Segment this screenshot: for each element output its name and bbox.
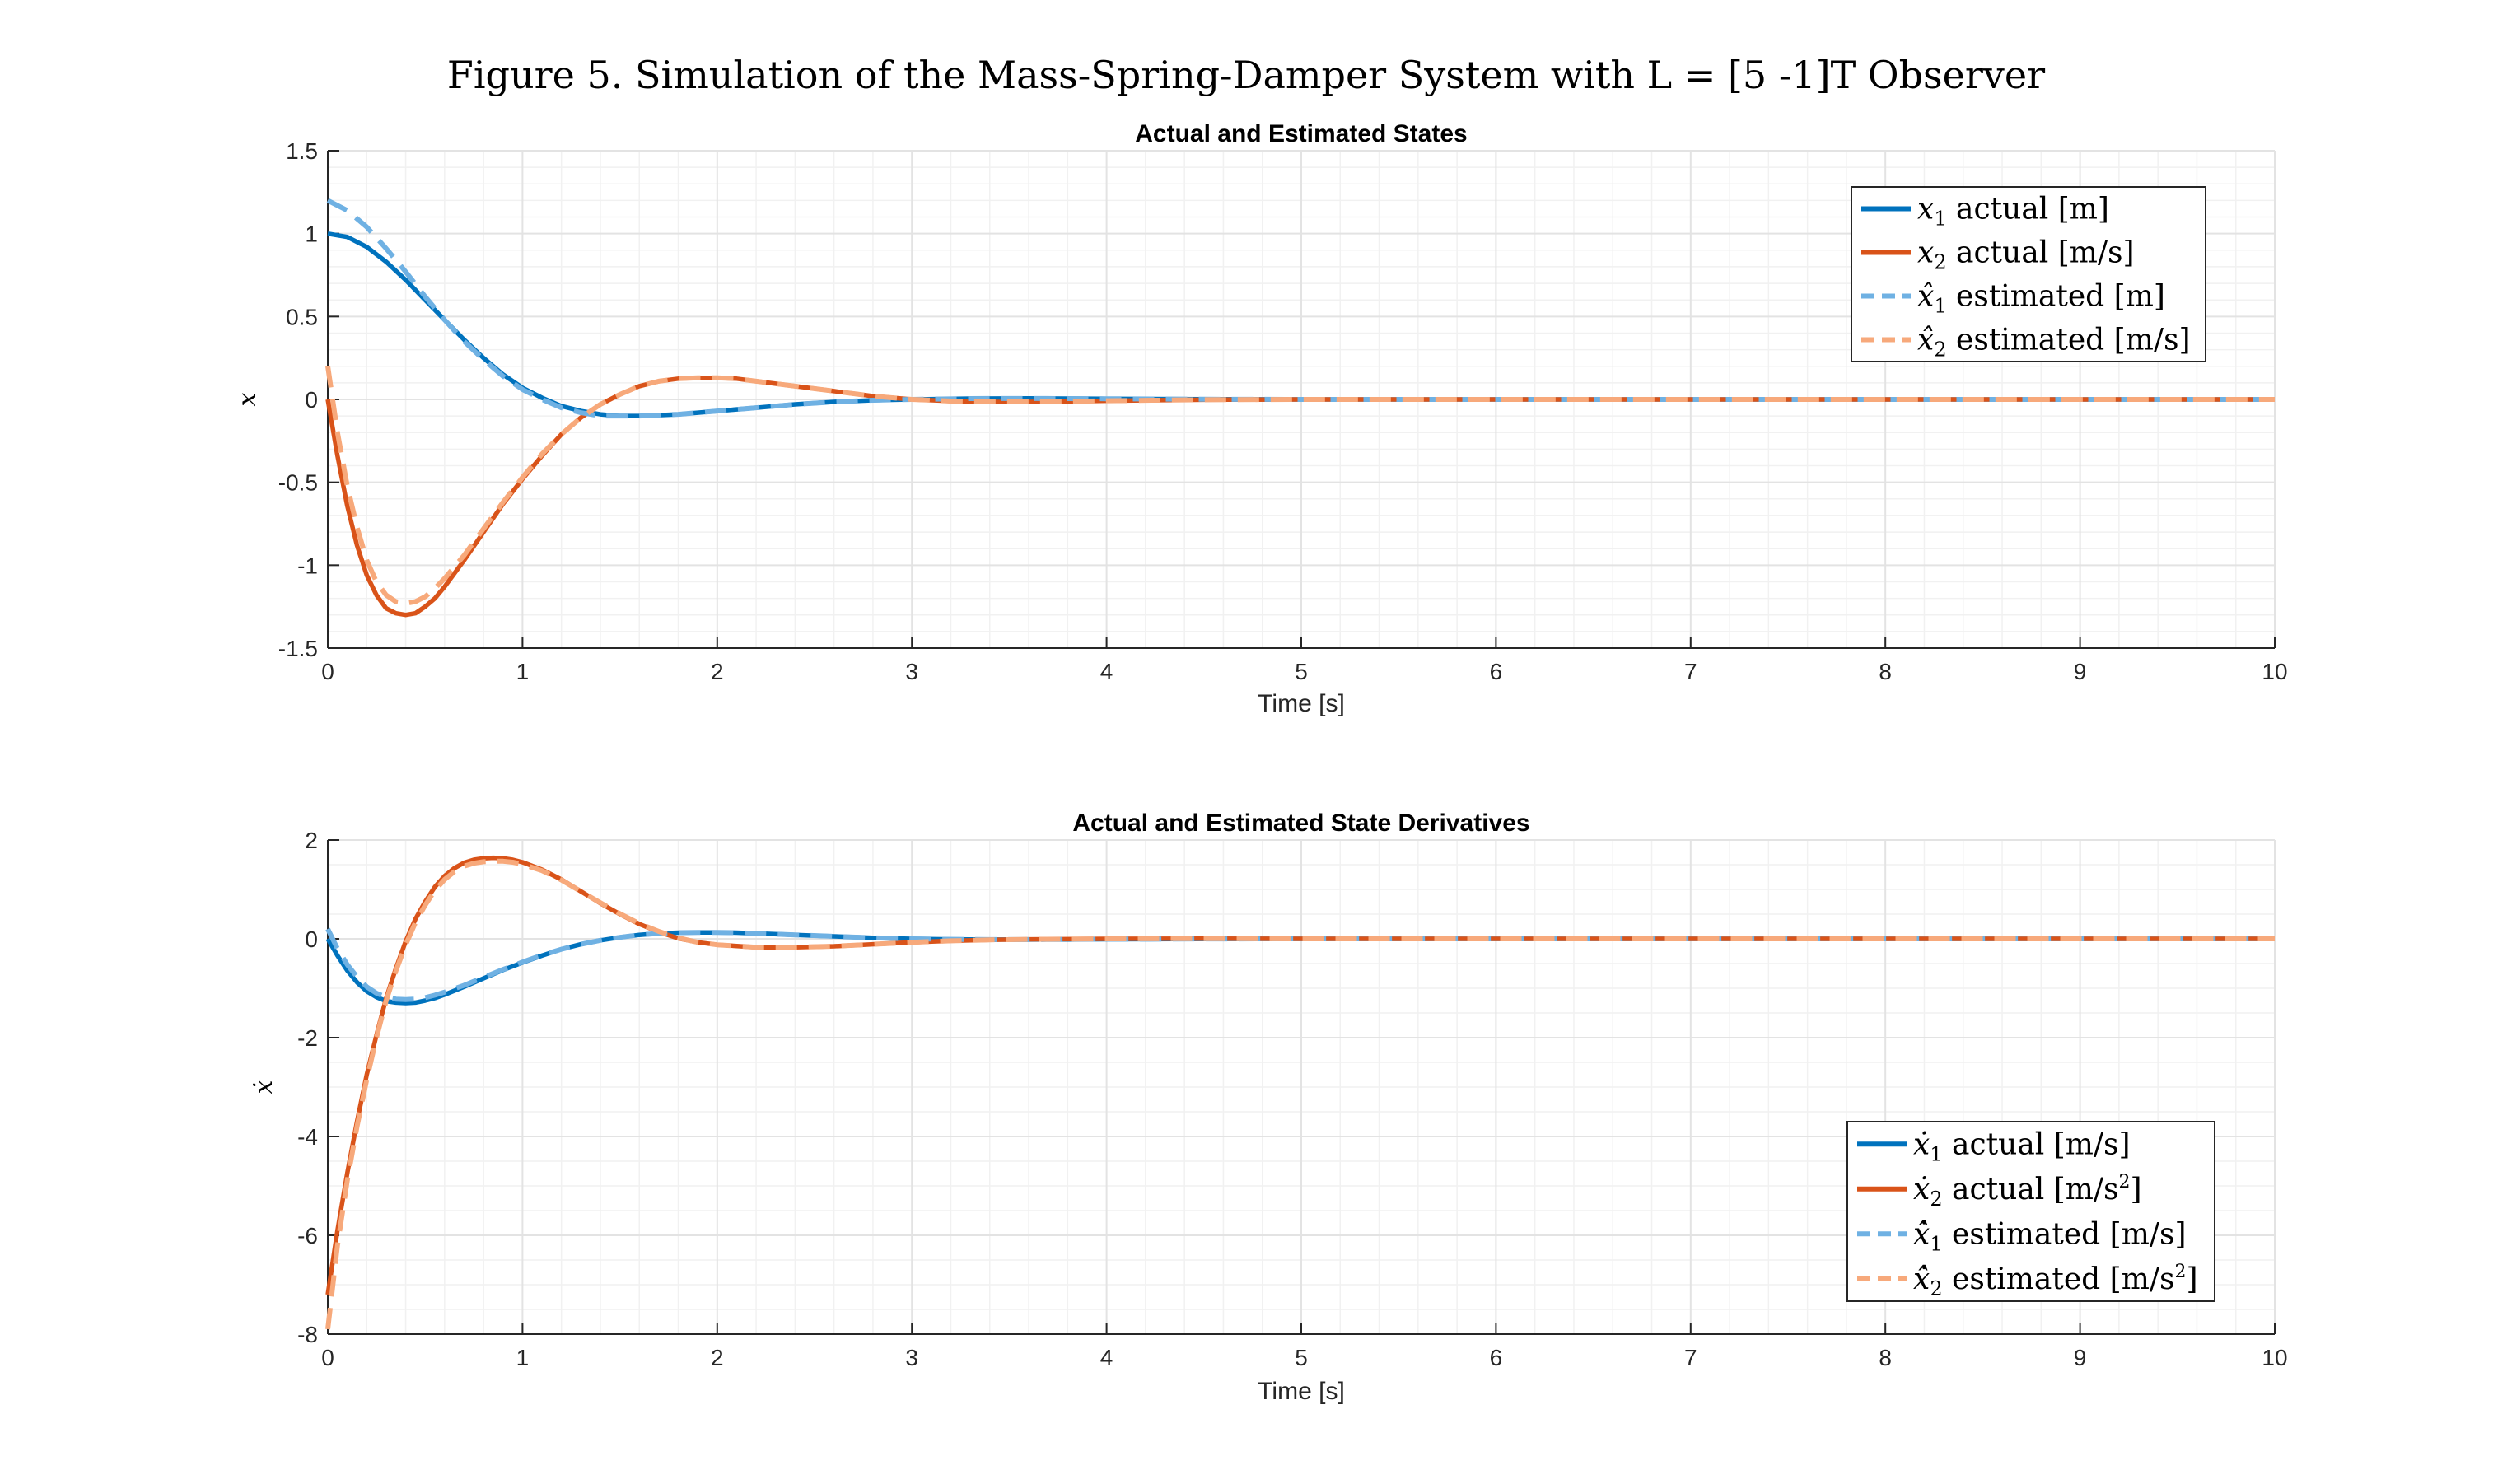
- x-tick-label: 10: [2262, 659, 2287, 684]
- x-tick-label: 9: [2074, 1345, 2087, 1370]
- x-tick-label: 8: [1879, 659, 1892, 684]
- derivatives-chart: 0 1 2 3 4 5 6 7 8 9 10 -8 -6 -4 -2 0 2 Actual and Estimat…: [250, 810, 2288, 1405]
- x-tick-label: 6: [1490, 659, 1503, 684]
- x-tick-label: 10: [2262, 1345, 2287, 1370]
- x-tick-label: 5: [1295, 1345, 1308, 1370]
- legend-entry: x̂1 estimated [m]: [1917, 280, 2165, 318]
- legend-box: [1851, 186, 2206, 362]
- x-tick-label: 3: [905, 659, 918, 684]
- x-tick-label: 2: [711, 659, 724, 684]
- y-tick-label: -4: [297, 1124, 318, 1150]
- series-line-4: [325, 366, 2275, 606]
- legend-entry: ẋ1 actual [m/s]: [1913, 1127, 2131, 1165]
- x-tick-label: 7: [1684, 659, 1697, 684]
- y-axis-label: ẋ: [250, 1080, 278, 1094]
- x-tick-label: 3: [905, 1345, 918, 1370]
- x-tick-label: 2: [711, 1345, 724, 1370]
- legend-box: [1846, 1121, 2215, 1302]
- x-tick-label: 4: [1100, 659, 1113, 684]
- x-tick-label: 6: [1490, 1345, 1503, 1370]
- legend-entry: x2 actual [m/s]: [1917, 236, 2135, 274]
- x-tick-label: 5: [1295, 659, 1308, 684]
- x-axis-label: Time [s]: [1258, 1378, 1345, 1405]
- x-tick-label: 0: [321, 659, 334, 684]
- y-tick-label: 2: [305, 828, 318, 853]
- legend-entry: x1 actual [m]: [1917, 193, 2109, 231]
- y-tick-label: 0.5: [286, 304, 318, 329]
- x-tick-label: 8: [1879, 1345, 1892, 1370]
- chart-title: Actual and Estimated State Derivatives: [1072, 810, 1529, 837]
- y-tick-label: -1: [297, 553, 318, 578]
- x-tick-label: 9: [2074, 659, 2087, 684]
- y-tick-label: -8: [297, 1322, 318, 1347]
- legend-entry: ẋ̂1 estimated [m/s]: [1913, 1217, 2187, 1255]
- y-tick-label: 1.5: [286, 138, 318, 164]
- legend: x1 actual [m] x2 actual [m/s] x̂1 estimate…: [1851, 186, 2206, 362]
- x-tick-label: 0: [321, 1345, 334, 1370]
- legend: ẋ1 actual [m/s] ẋ2 actual [m/s2] ẋ̂1 estim…: [1846, 1121, 2215, 1302]
- x-axis-label: Time [s]: [1258, 690, 1345, 717]
- figure-title: Figure 5. Simulation of the Mass-Spring-…: [447, 53, 2045, 97]
- y-tick-label: -1.5: [278, 636, 318, 661]
- legend-entry: x̂2 estimated [m/s]: [1917, 324, 2191, 362]
- legend-entry: ẋ2 actual [m/s2]: [1913, 1172, 2142, 1211]
- states-chart: 0 1 2 3 4 5 6 7 8 9 10 -1.5 -1 -0.5 0 0.5 1 1.5 Actual and…: [233, 120, 2288, 717]
- y-tick-label: 0: [305, 387, 318, 413]
- chart-title: Actual and Estimated States: [1135, 120, 1467, 147]
- x-tick-label: 4: [1100, 1345, 1113, 1370]
- y-tick-label: 1: [305, 222, 318, 247]
- x-tick-label: 1: [516, 1345, 530, 1370]
- series-line-3: [325, 927, 2275, 1002]
- y-tick-label: -2: [297, 1025, 318, 1051]
- x-tick-label: 1: [516, 659, 530, 684]
- y-tick-label: -0.5: [278, 470, 318, 496]
- y-tick-label: 0: [305, 926, 318, 952]
- legend-entry: ẋ̂2 estimated [m/s2]: [1913, 1262, 2198, 1300]
- y-axis-label: x: [233, 392, 262, 406]
- series-line-4: [325, 858, 2275, 1330]
- x-tick-label: 7: [1684, 1345, 1697, 1370]
- y-tick-label: -6: [297, 1223, 318, 1248]
